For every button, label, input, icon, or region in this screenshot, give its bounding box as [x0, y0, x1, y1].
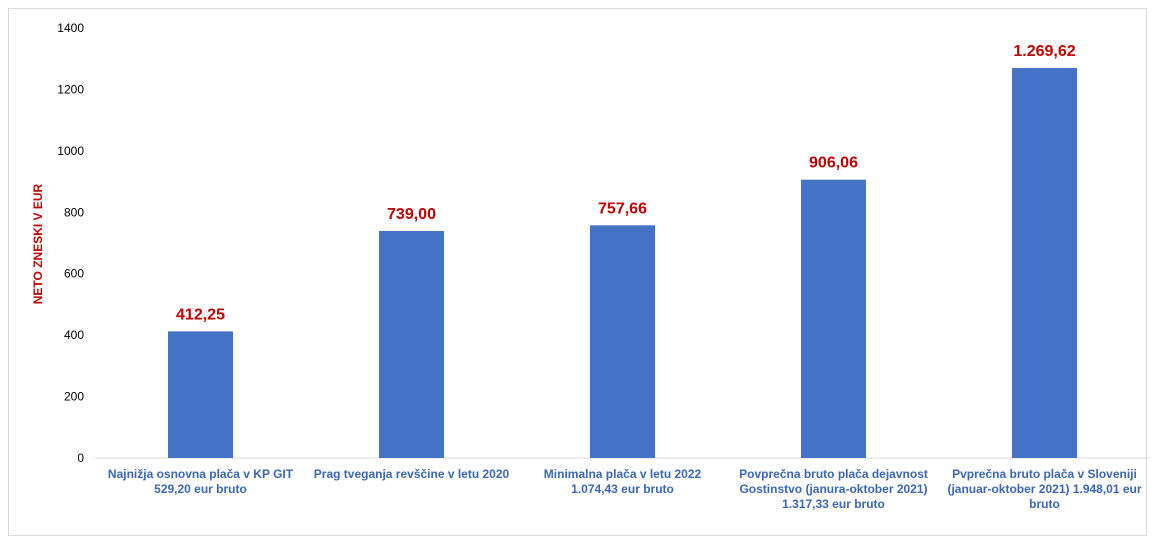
x-tick-label: Najnižja osnovna plača v KP GIT 529,20 e…	[107, 467, 294, 496]
bar	[590, 225, 655, 458]
x-tick-label: Minimalna plača v letu 2022 1.074,43 eur…	[543, 467, 702, 496]
x-tick-label: Prag tveganja revščine v letu 2020	[313, 467, 510, 481]
bar	[379, 231, 444, 458]
y-tick-label: 800	[64, 205, 84, 219]
y-tick-label: 0	[77, 451, 84, 465]
y-tick-label: 1000	[57, 144, 84, 158]
y-tick-label: 600	[64, 267, 84, 281]
y-tick-label: 200	[64, 390, 84, 404]
bar	[1012, 68, 1077, 458]
data-label: 739,00	[387, 206, 436, 223]
y-tick-label: 1400	[57, 21, 84, 35]
data-label: 906,06	[809, 155, 858, 172]
y-tick-label: 400	[64, 328, 84, 342]
data-label: 1.269,62	[1013, 43, 1075, 60]
x-tick-label: Povprečna bruto plača dejavnost Gostinst…	[739, 467, 928, 511]
y-axis-title: NETO ZNESKI V EUR	[31, 183, 45, 305]
chart-frame	[8, 8, 1147, 536]
bar	[168, 331, 233, 458]
x-tick-label: Pvprečna bruto plača v Sloveniji (januar…	[947, 467, 1142, 511]
bar	[801, 179, 866, 458]
y-tick-label: 1200	[57, 82, 84, 96]
data-label: 757,66	[598, 200, 647, 217]
data-label: 412,25	[176, 306, 225, 323]
